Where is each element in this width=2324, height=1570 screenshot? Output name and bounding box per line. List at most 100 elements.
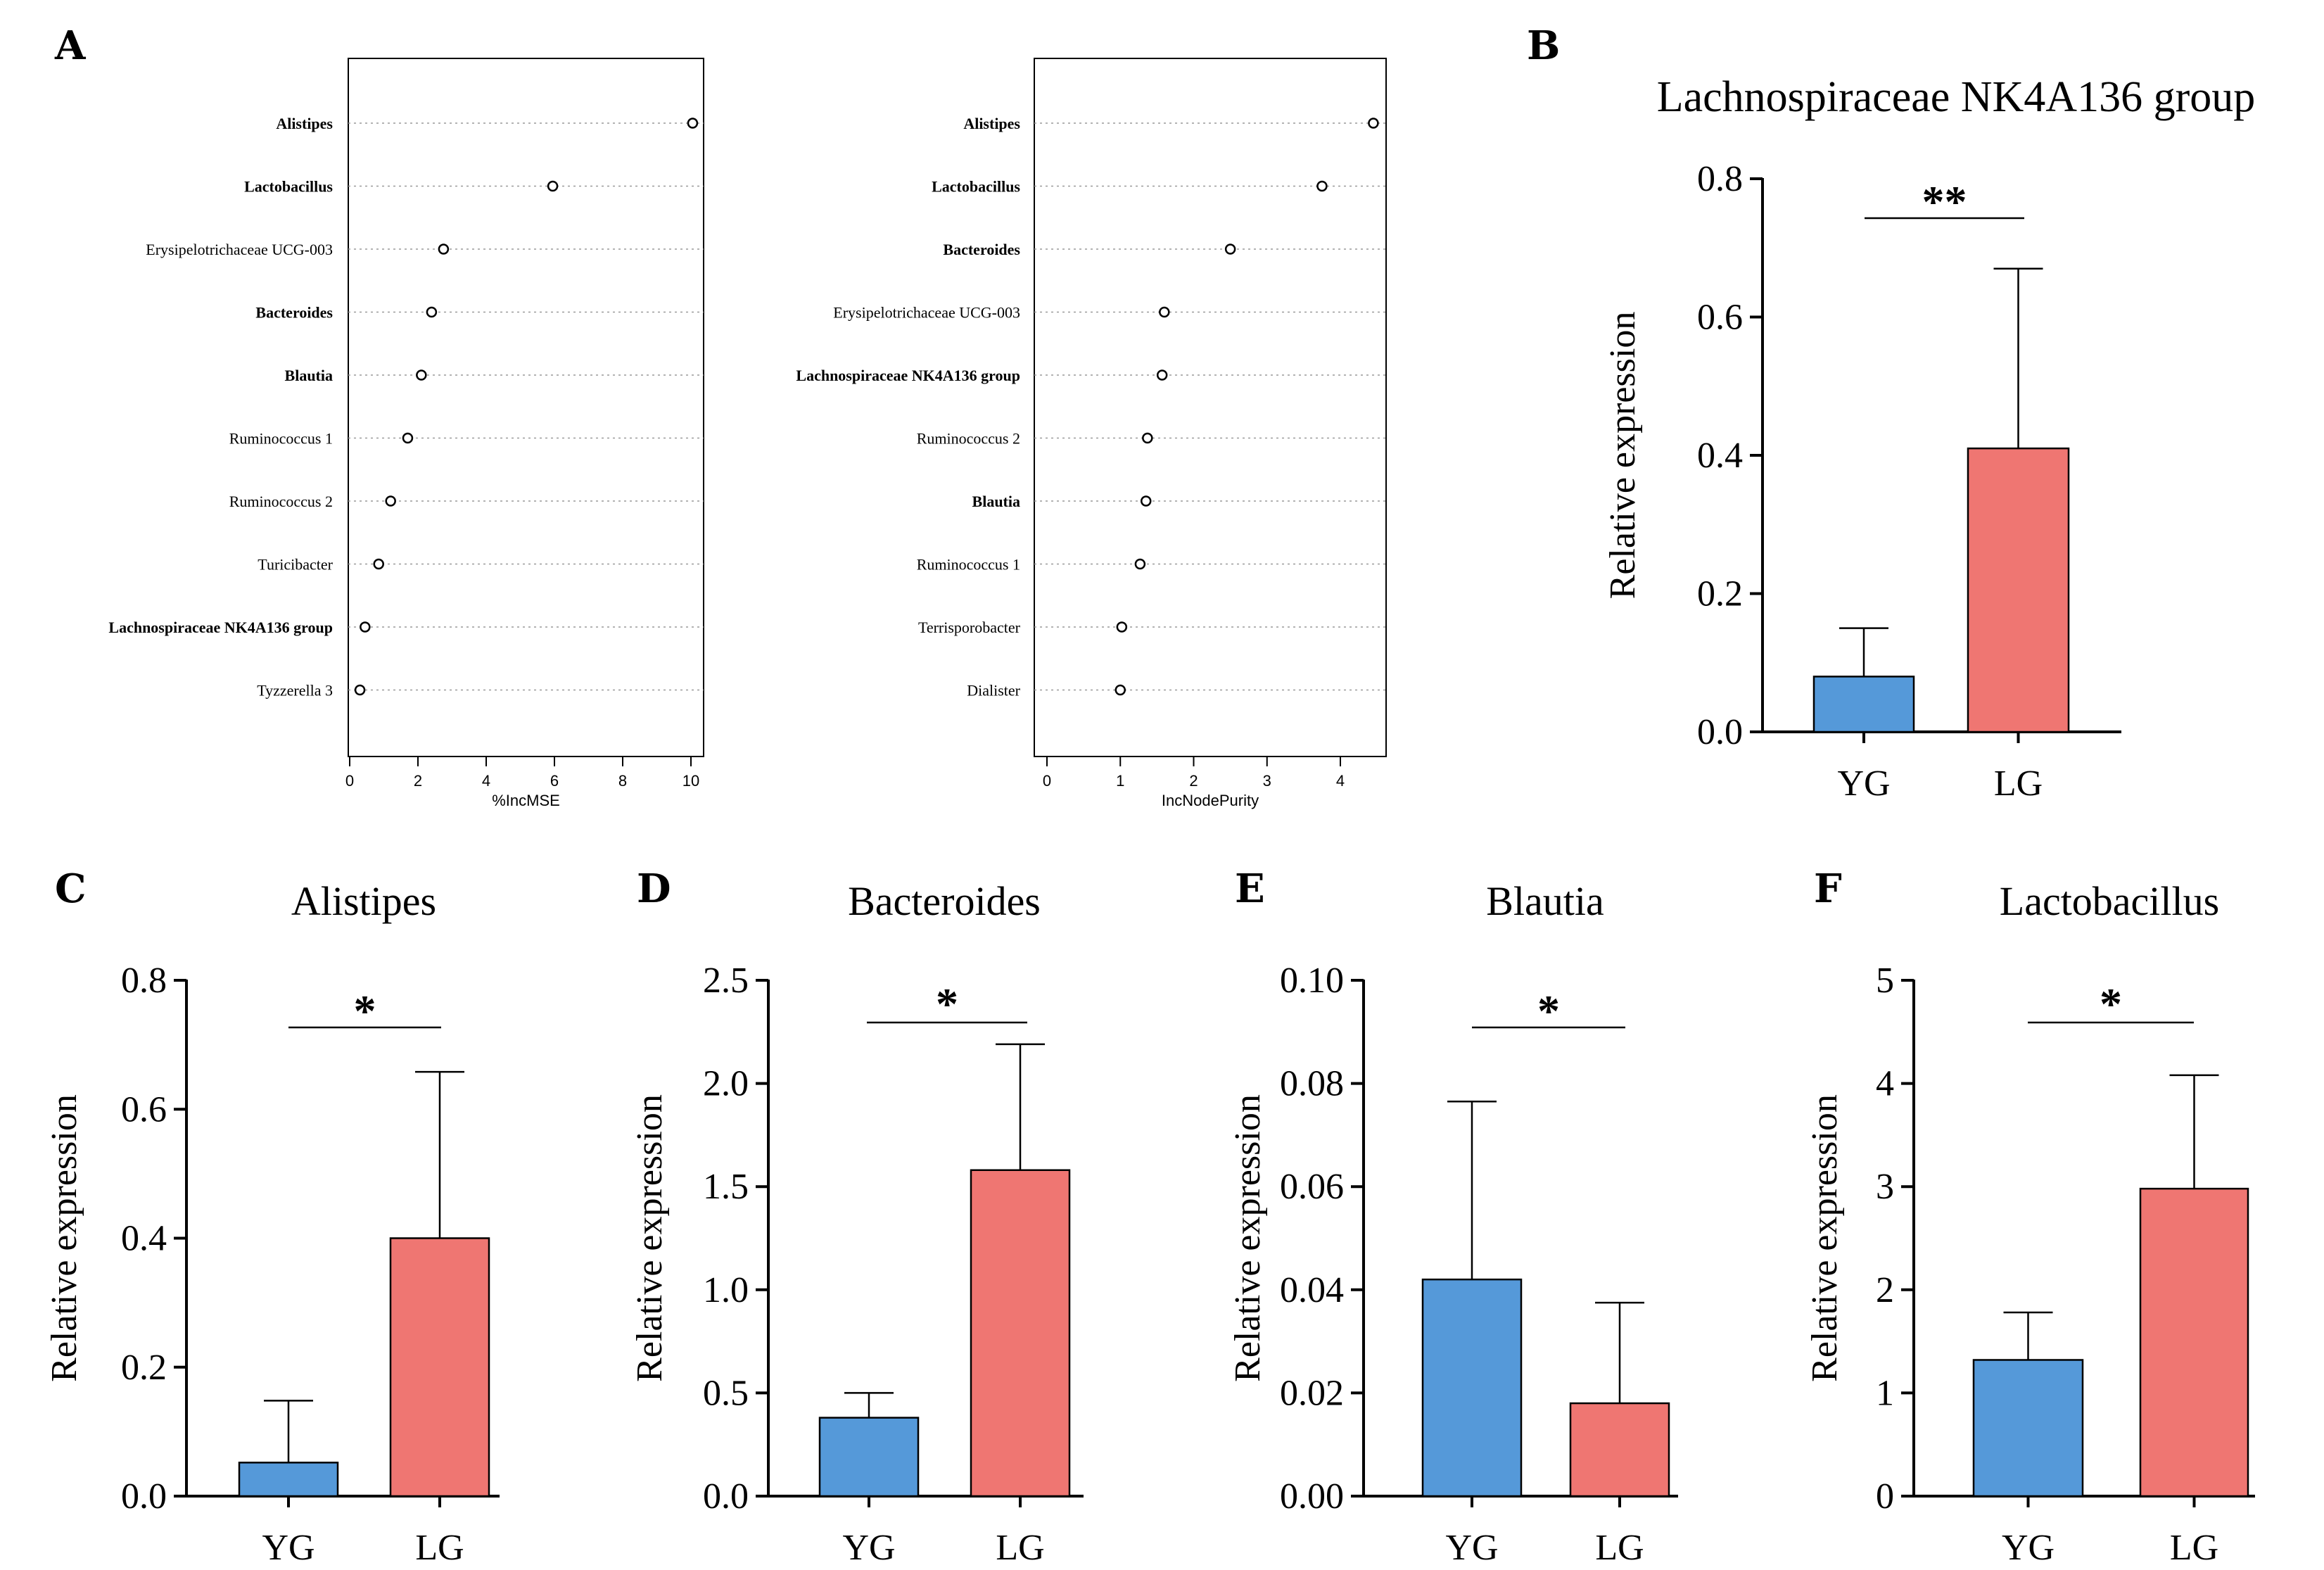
importance-point-lachnospiraceae-nk4a136-group [1156, 369, 1168, 381]
chart-title: Blautia [1486, 878, 1604, 924]
significance-marker: ** [1922, 177, 1967, 227]
variable-label-blautia: Blautia [285, 367, 333, 384]
bar-lg [970, 1169, 1071, 1498]
panel-letter-f: F [1814, 866, 1842, 912]
y-tick-label: 0.6 [1697, 298, 1743, 338]
y-axis-label: Relative expression [1603, 312, 1643, 600]
significance-marker: * [1537, 986, 1560, 1036]
importance-point-dialister [1115, 684, 1126, 696]
panel-letters: A B C D E F [54, 23, 1842, 912]
variable-label-ruminococcus-2: Ruminococcus 2 [917, 430, 1020, 448]
variable-label-terrisporobacter: Terrisporobacter [918, 619, 1021, 636]
importance-point-ruminococcus-1 [1134, 558, 1146, 570]
importance-point-alistipes [1368, 118, 1379, 129]
y-tick-label: 0.02 [1280, 1373, 1344, 1413]
bar-chart-alistipes: Alistipes 0.0 0.2 0.4 0.6 0.8 YG LG * Relative ex… [44, 878, 500, 1568]
panel-letter-e: E [1235, 866, 1265, 912]
bar-chart-blautia: Blautia 0.00 0.02 0.04 0.06 0.08 0.10 YG LG * Rela… [1228, 878, 1678, 1568]
significance-marker: * [936, 979, 958, 1029]
y-tick-label: 0.0 [121, 1476, 167, 1517]
chart-title: Bacteroides [848, 878, 1041, 924]
x-tick-label-yg: YG [842, 1528, 895, 1568]
y-tick-label: 2.0 [703, 1064, 749, 1104]
y-tick-label: 0.2 [121, 1348, 167, 1388]
y-tick-label: 0.00 [1280, 1476, 1344, 1517]
x-tick-label-yg: YG [1445, 1528, 1498, 1568]
x-tick-label-lg: LG [1994, 764, 2043, 804]
x-tick-label: 4 [1336, 772, 1345, 790]
importance-point-blautia [1140, 495, 1152, 507]
variable-label-dialister: Dialister [967, 682, 1020, 699]
y-tick-label: 1.0 [703, 1270, 749, 1310]
x-tick-label: 8 [618, 772, 627, 790]
y-tick-label: 0.2 [1697, 574, 1743, 614]
bar-chart-lactobacillus: Lactobacillus 0 1 2 3 4 5 YG LG * Relative express… [1805, 878, 2255, 1568]
panel-letter-b: B [1527, 23, 1560, 69]
variable-label-alistipes: Alistipes [276, 115, 333, 132]
panel-letter-a: A [54, 23, 87, 69]
x-tick-label: 0 [345, 772, 354, 790]
importance-plot-incnodepurity: Alistipes Lactobacillus Bacteroides Erysipe… [796, 58, 1387, 809]
importance-point-bacteroides [1224, 243, 1236, 255]
y-tick-label: 0.10 [1280, 961, 1344, 1001]
x-tick-label-yg: YG [262, 1528, 315, 1568]
importance-point-erysipelotrichaceae-ucg-003 [1159, 306, 1170, 318]
importance-point-ruminococcus-2 [1142, 432, 1153, 444]
x-tick-label: 3 [1263, 772, 1271, 790]
x-tick-label: 4 [482, 772, 490, 790]
importance-point-erysipelotrichaceae-ucg-003 [438, 243, 450, 255]
x-tick-label: 6 [550, 772, 559, 790]
bar-lg [389, 1237, 490, 1498]
y-tick-label: 0 [1876, 1476, 1894, 1517]
x-tick-label: 2 [1189, 772, 1198, 790]
x-tick-label-yg: YG [1837, 764, 1890, 804]
bar-lg [2139, 1187, 2249, 1498]
variable-label-ruminococcus-2: Ruminococcus 2 [229, 493, 333, 510]
importance-point-lactobacillus [547, 180, 559, 192]
variable-label-bacteroides: Bacteroides [255, 304, 333, 322]
variable-label-erysipelotrichaceae-ucg-003: Erysipelotrichaceae UCG-003 [833, 304, 1020, 322]
bar-lg [1569, 1402, 1670, 1498]
importance-point-ruminococcus-1 [402, 432, 414, 444]
y-tick-label: 0.4 [121, 1219, 167, 1259]
variable-label-ruminococcus-1: Ruminococcus 1 [917, 556, 1020, 574]
importance-point-ruminococcus-2 [385, 495, 396, 507]
plot-frame [348, 58, 704, 757]
bar-chart-bacteroides: Bacteroides 0.0 0.5 1.0 1.5 2.0 2.5 YG LG * Relati… [630, 878, 1084, 1568]
bar-lg [1967, 447, 2070, 733]
y-tick-label: 0.8 [1697, 159, 1743, 199]
y-tick-label: 4 [1876, 1064, 1894, 1104]
y-tick-label: 0.0 [1697, 712, 1743, 752]
y-tick-label: 0.06 [1280, 1167, 1344, 1207]
chart-title: Alistipes [291, 878, 436, 924]
y-tick-label: 5 [1876, 961, 1894, 1001]
y-tick-label: 1 [1876, 1373, 1894, 1413]
x-tick-label-lg: LG [1595, 1528, 1644, 1568]
importance-point-lachnospiraceae-nk4a136-group [360, 621, 371, 633]
x-tick-label-lg: LG [996, 1528, 1044, 1568]
importance-point-terrisporobacter [1116, 621, 1128, 633]
variable-label-lactobacillus: Lactobacillus [244, 178, 333, 196]
x-tick-label: 0 [1043, 772, 1051, 790]
variable-label-lactobacillus: Lactobacillus [932, 178, 1020, 196]
importance-point-blautia [416, 369, 427, 381]
variable-label-turicibacter: Turicibacter [258, 556, 333, 574]
chart-title: Lactobacillus [2000, 878, 2219, 924]
y-tick-label: 0.04 [1280, 1270, 1344, 1310]
variable-label-tyzzerella-3: Tyzzerella 3 [257, 682, 333, 699]
panel-letter-d: D [637, 866, 671, 912]
importance-plot-incmse: Alistipes Lactobacillus Erysipelotrichacea… [108, 58, 704, 809]
y-axis-label: Relative expression [1805, 1094, 1845, 1382]
y-tick-label: 1.5 [703, 1167, 749, 1207]
variable-label-bacteroides: Bacteroides [943, 241, 1020, 258]
x-tick-label: 2 [414, 772, 422, 790]
y-tick-label: 2.5 [703, 961, 749, 1001]
significance-marker: * [2100, 979, 2122, 1029]
importance-point-turicibacter [373, 558, 384, 570]
variable-label-blautia: Blautia [972, 493, 1020, 510]
variable-label-alistipes: Alistipes [963, 115, 1020, 132]
y-tick-label: 0.6 [121, 1089, 167, 1129]
x-tick-label: 1 [1116, 772, 1124, 790]
x-tick-label-yg: YG [2002, 1528, 2055, 1568]
